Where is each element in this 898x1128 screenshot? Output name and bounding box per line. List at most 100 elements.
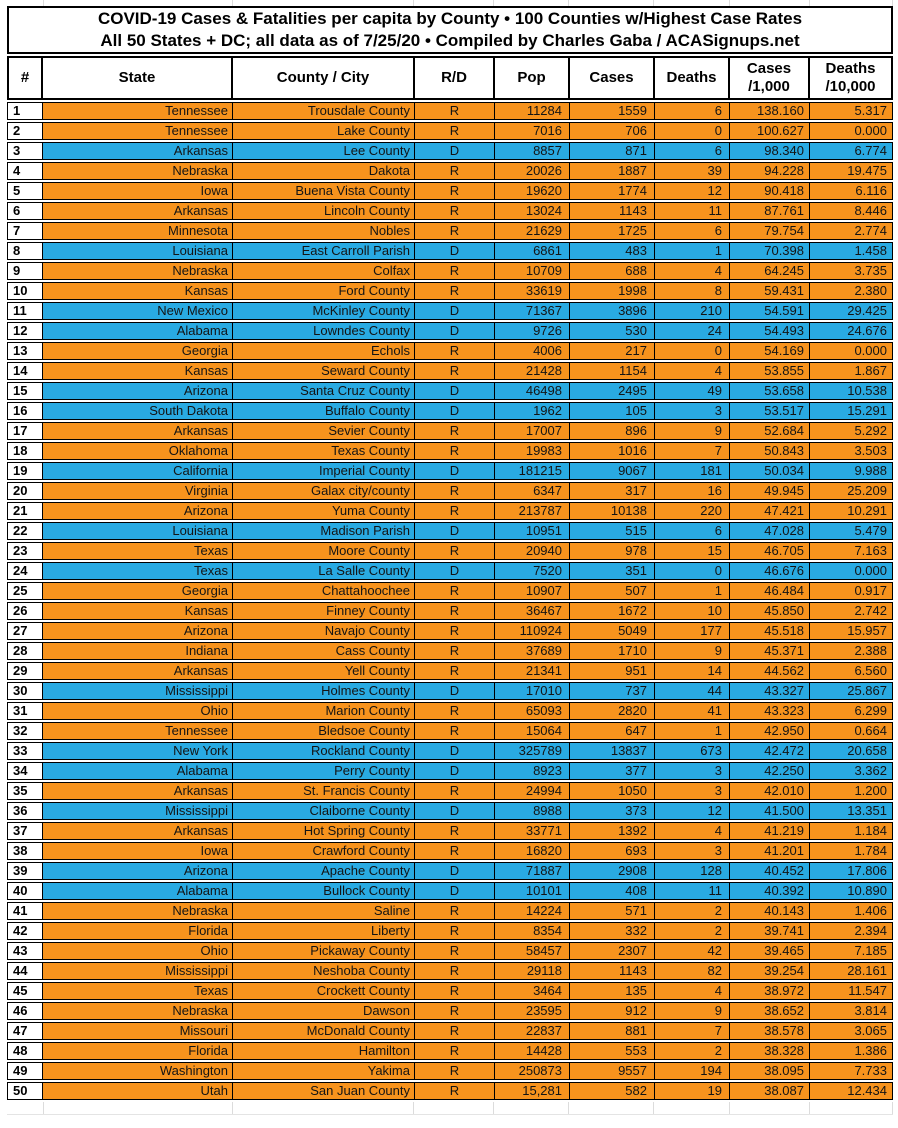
cell-county: Yell County bbox=[233, 662, 415, 680]
cell-party: D bbox=[415, 882, 495, 900]
cell-deaths-per-10000: 5.317 bbox=[810, 102, 893, 120]
cell-cases-per-1000: 42.950 bbox=[730, 722, 810, 740]
cell-cases: 9557 bbox=[570, 1062, 655, 1080]
table-row: 4 Nebraska Dakota R 20026 1887 39 94.228 19.475 bbox=[7, 162, 893, 180]
cell-pop: 8923 bbox=[495, 762, 570, 780]
cell-county: Lee County bbox=[233, 142, 415, 160]
cell-pop: 6347 bbox=[495, 482, 570, 500]
table-row: 49 Washington Yakima R 250873 9557 194 38.095 7.… bbox=[7, 1062, 893, 1080]
cell-party: D bbox=[415, 322, 495, 340]
cell-state: Arkansas bbox=[43, 662, 233, 680]
table-row: 35 Arkansas St. Francis County R 24994 1050 3 4… bbox=[7, 782, 893, 800]
cell-deaths-per-10000: 2.380 bbox=[810, 282, 893, 300]
cell-deaths-per-10000: 1.406 bbox=[810, 902, 893, 920]
cell-party: R bbox=[415, 942, 495, 960]
cell-pop: 71887 bbox=[495, 862, 570, 880]
cell-cases-per-1000: 43.323 bbox=[730, 702, 810, 720]
cell-state: Louisiana bbox=[43, 242, 233, 260]
table-row: 36 Mississippi Claiborne County D 8988 373 12 4… bbox=[7, 802, 893, 820]
cell-state: Mississippi bbox=[43, 962, 233, 980]
cell-state: Florida bbox=[43, 1042, 233, 1060]
cell-cases: 2820 bbox=[570, 702, 655, 720]
cell-party: D bbox=[415, 802, 495, 820]
cell-county: La Salle County bbox=[233, 562, 415, 580]
cell-deaths-per-10000: 2.742 bbox=[810, 602, 893, 620]
cell-rank: 11 bbox=[7, 302, 43, 320]
cell-deaths-per-10000: 6.774 bbox=[810, 142, 893, 160]
cell-county: Lowndes County bbox=[233, 322, 415, 340]
cell-cases: 706 bbox=[570, 122, 655, 140]
cell-cases: 351 bbox=[570, 562, 655, 580]
cell-rank: 14 bbox=[7, 362, 43, 380]
table-row: 48 Florida Hamilton R 14428 553 2 38.328 1.386 bbox=[7, 1042, 893, 1060]
cell-cases: 1774 bbox=[570, 182, 655, 200]
cell-rank: 9 bbox=[7, 262, 43, 280]
cell-rank: 45 bbox=[7, 982, 43, 1000]
cell-county: Galax city/county bbox=[233, 482, 415, 500]
cell-state: Mississippi bbox=[43, 682, 233, 700]
cell-cases-per-1000: 43.327 bbox=[730, 682, 810, 700]
cell-deaths-per-10000: 17.806 bbox=[810, 862, 893, 880]
cell-cases-per-1000: 138.160 bbox=[730, 102, 810, 120]
cell-state: Arkansas bbox=[43, 782, 233, 800]
cell-deaths-per-10000: 2.394 bbox=[810, 922, 893, 940]
cell-pop: 10951 bbox=[495, 522, 570, 540]
table-row: 40 Alabama Bullock County D 10101 408 11 40.392… bbox=[7, 882, 893, 900]
cell-rank: 46 bbox=[7, 1002, 43, 1020]
cell-cases-per-1000: 44.562 bbox=[730, 662, 810, 680]
cell-rank: 2 bbox=[7, 122, 43, 140]
cell-cases-per-1000: 41.201 bbox=[730, 842, 810, 860]
cell-rank: 17 bbox=[7, 422, 43, 440]
cell-deaths-per-10000: 28.161 bbox=[810, 962, 893, 980]
cell-deaths-per-10000: 1.184 bbox=[810, 822, 893, 840]
cell-cases-per-1000: 100.627 bbox=[730, 122, 810, 140]
table-row: 24 Texas La Salle County D 7520 351 0 46.676 0.0… bbox=[7, 562, 893, 580]
table-row: 25 Georgia Chattahoochee R 10907 507 1 46.484 0.… bbox=[7, 582, 893, 600]
cell-cases: 507 bbox=[570, 582, 655, 600]
cell-cases: 647 bbox=[570, 722, 655, 740]
cell-party: R bbox=[415, 342, 495, 360]
cell-party: R bbox=[415, 1062, 495, 1080]
cell-rank: 31 bbox=[7, 702, 43, 720]
cell-deaths-per-10000: 15.291 bbox=[810, 402, 893, 420]
cell-cases-per-1000: 70.398 bbox=[730, 242, 810, 260]
cell-cases-per-1000: 94.228 bbox=[730, 162, 810, 180]
cell-party: D bbox=[415, 382, 495, 400]
cell-party: R bbox=[415, 222, 495, 240]
table-row: 10 Kansas Ford County R 33619 1998 8 59.431 2.38… bbox=[7, 282, 893, 300]
cell-deaths-per-10000: 0.000 bbox=[810, 122, 893, 140]
cell-deaths: 11 bbox=[655, 202, 730, 220]
table-row: 20 Virginia Galax city/county R 6347 317 16 49.… bbox=[7, 482, 893, 500]
cell-cases: 515 bbox=[570, 522, 655, 540]
cell-party: R bbox=[415, 122, 495, 140]
cell-deaths-per-10000: 0.000 bbox=[810, 562, 893, 580]
cell-state: Arkansas bbox=[43, 142, 233, 160]
cell-deaths-per-10000: 5.479 bbox=[810, 522, 893, 540]
table-row: 6 Arkansas Lincoln County R 13024 1143 11 87.76… bbox=[7, 202, 893, 220]
cell-state: Arkansas bbox=[43, 822, 233, 840]
cell-pop: 110924 bbox=[495, 622, 570, 640]
cell-cases: 1143 bbox=[570, 962, 655, 980]
cell-rank: 4 bbox=[7, 162, 43, 180]
cell-deaths-per-10000: 2.774 bbox=[810, 222, 893, 240]
table-row: 5 Iowa Buena Vista County R 19620 1774 12 90.41… bbox=[7, 182, 893, 200]
cell-cases: 553 bbox=[570, 1042, 655, 1060]
header-row: # State County / City R/D Pop Cases Deaths Case… bbox=[7, 56, 893, 100]
cell-deaths-per-10000: 10.291 bbox=[810, 502, 893, 520]
cell-cases-per-1000: 46.484 bbox=[730, 582, 810, 600]
cell-state: Arizona bbox=[43, 622, 233, 640]
cell-deaths-per-10000: 3.503 bbox=[810, 442, 893, 460]
cell-rank: 32 bbox=[7, 722, 43, 740]
cell-cases: 332 bbox=[570, 922, 655, 940]
table-row: 50 Utah San Juan County R 15,281 582 19 38.087 1… bbox=[7, 1082, 893, 1100]
table-row: 15 Arizona Santa Cruz County D 46498 2495 49 53… bbox=[7, 382, 893, 400]
cell-party: R bbox=[415, 922, 495, 940]
cell-deaths: 14 bbox=[655, 662, 730, 680]
cell-state: Virginia bbox=[43, 482, 233, 500]
cell-rank: 30 bbox=[7, 682, 43, 700]
cell-pop: 15064 bbox=[495, 722, 570, 740]
cell-pop: 8857 bbox=[495, 142, 570, 160]
cell-deaths: 15 bbox=[655, 542, 730, 560]
cell-state: Texas bbox=[43, 542, 233, 560]
gridline-strip-top bbox=[7, 0, 893, 6]
